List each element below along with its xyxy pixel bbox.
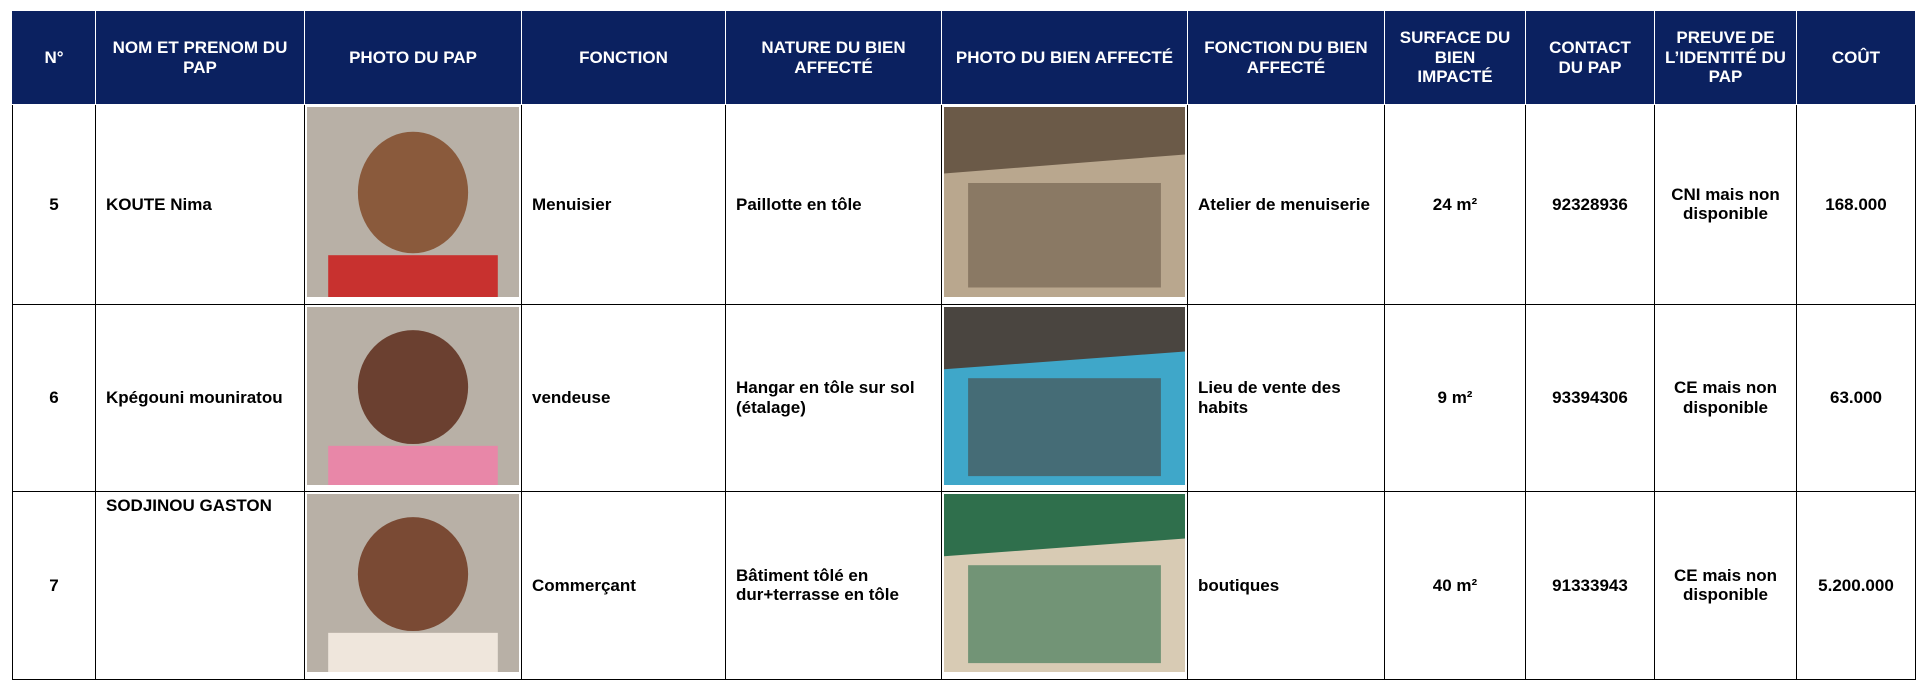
photo-image: [307, 306, 519, 485]
property-photo: [941, 104, 1188, 305]
cell: vendeuse: [521, 303, 726, 493]
cell: 5.200.000: [1796, 491, 1916, 680]
cell: 7: [12, 491, 96, 680]
column-header: SURFACE DU BIEN IMPACTÉ: [1384, 10, 1526, 105]
column-header: N°: [12, 10, 96, 105]
cell: Commerçant: [521, 491, 726, 680]
cell: KOUTE Nima: [95, 104, 305, 305]
cell: 40 m²: [1384, 491, 1526, 680]
table-body: 5 KOUTE Nima Menuisier Paillotte en tôle Ate…: [12, 104, 1916, 680]
cell: CE mais non disponible: [1654, 303, 1797, 493]
cell: 92328936: [1525, 104, 1655, 305]
cell: 24 m²: [1384, 104, 1526, 305]
cell: CE mais non disponible: [1654, 491, 1797, 680]
cell: 6: [12, 303, 96, 493]
cell: SODJINOU GASTON: [95, 491, 305, 680]
cell: 5: [12, 104, 96, 305]
cell: Atelier de menuiserie: [1187, 104, 1385, 305]
pap-table: N° NOM ET PRENOM DU PAP PHOTO DU PAP FONCTI…: [12, 10, 1916, 680]
property-photo: [941, 491, 1188, 680]
cell: Paillotte en tôle: [725, 104, 942, 305]
cell: boutiques: [1187, 491, 1385, 680]
photo-image: [307, 107, 519, 297]
column-header: FONCTION: [521, 10, 726, 105]
column-header: NOM ET PRENOM DU PAP: [95, 10, 305, 105]
cell: CNI mais non disponible: [1654, 104, 1797, 305]
table-row: 5 KOUTE Nima Menuisier Paillotte en tôle Ate…: [12, 104, 1916, 305]
cell: Hangar en tôle sur sol (étalage): [725, 303, 942, 493]
cell: Lieu de vente des habits: [1187, 303, 1385, 493]
pap-photo: [304, 303, 522, 493]
column-header: PREUVE DE L’IDENTITÉ DU PAP: [1654, 10, 1797, 105]
table-row: 6 Kpégouni mouniratou vendeuse Hangar en tô…: [12, 303, 1916, 493]
cell: Bâtiment tôlé en dur+terrasse en tôle: [725, 491, 942, 680]
cell: 91333943: [1525, 491, 1655, 680]
photo-image: [944, 494, 1185, 673]
header-row: N° NOM ET PRENOM DU PAP PHOTO DU PAP FONCTI…: [12, 10, 1916, 105]
photo-image: [944, 107, 1185, 297]
cell: 63.000: [1796, 303, 1916, 493]
photo-image: [944, 306, 1185, 485]
pap-photo: [304, 491, 522, 680]
pap-photo: [304, 104, 522, 305]
column-header: NATURE DU BIEN AFFECTÉ: [725, 10, 942, 105]
table-row: 7 SODJINOU GASTON Commerçant Bâtiment tôlé …: [12, 491, 1916, 680]
column-header: CONTACT DU PAP: [1525, 10, 1655, 105]
cell: 9 m²: [1384, 303, 1526, 493]
cell: 168.000: [1796, 104, 1916, 305]
cell: Kpégouni mouniratou: [95, 303, 305, 493]
column-header: PHOTO DU PAP: [304, 10, 522, 105]
column-header: PHOTO DU BIEN AFFECTÉ: [941, 10, 1188, 105]
cell: 93394306: [1525, 303, 1655, 493]
cell: Menuisier: [521, 104, 726, 305]
column-header: FONCTION DU BIEN AFFECTÉ: [1187, 10, 1385, 105]
property-photo: [941, 303, 1188, 493]
photo-image: [307, 494, 519, 673]
column-header: COÛT: [1796, 10, 1916, 105]
